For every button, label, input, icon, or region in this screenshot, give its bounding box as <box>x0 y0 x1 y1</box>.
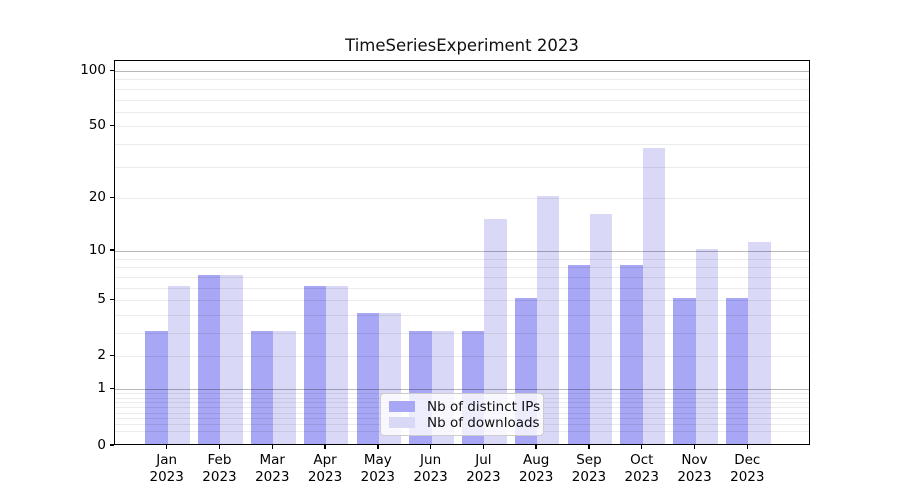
bar-downloads-jul <box>484 218 507 444</box>
x-tick-label-dec: Dec 2023 <box>730 452 765 485</box>
y-tick-mark <box>110 444 114 446</box>
gridline <box>115 99 809 101</box>
bar-distinct-ips-feb <box>198 274 221 444</box>
bar-distinct-ips-jan <box>145 331 168 444</box>
y-tick-label-50: 50 <box>88 117 106 134</box>
y-tick-mark <box>110 387 114 390</box>
y-tick-label-1: 1 <box>97 380 106 397</box>
y-tick-mark <box>110 354 114 357</box>
x-tick-label-apr: Apr 2023 <box>307 452 343 485</box>
y-tick-mark <box>110 69 114 72</box>
legend: Nb of distinct IPs Nb of downloads <box>380 392 544 436</box>
gridline <box>115 333 809 335</box>
gridline <box>115 356 809 358</box>
legend-label-downloads: Nb of downloads <box>427 414 540 431</box>
x-tick-mark <box>377 444 379 449</box>
x-tick-label-may: May 2023 <box>360 452 395 485</box>
x-tick-label-aug: Aug 2023 <box>518 452 554 485</box>
bar-downloads-nov <box>695 248 718 444</box>
x-tick-mark <box>271 444 273 449</box>
bar-distinct-ips-oct <box>620 265 643 444</box>
bar-distinct-ips-dec <box>726 298 749 444</box>
x-tick-mark <box>482 444 485 449</box>
gridline <box>115 144 809 146</box>
gridline <box>115 314 809 316</box>
gridline <box>115 111 809 113</box>
bar-distinct-ips-apr <box>303 285 327 444</box>
x-tick-mark <box>218 444 221 449</box>
gridline <box>115 276 809 278</box>
y-tick-mark <box>110 124 114 127</box>
legend-row-downloads: Nb of downloads <box>389 415 540 431</box>
x-tick-label-nov: Nov 2023 <box>677 452 712 485</box>
bar-distinct-ips-may <box>356 312 379 444</box>
legend-swatch-distinct-ips <box>389 401 415 412</box>
gridline <box>115 389 809 391</box>
y-tick-label-5: 5 <box>97 291 106 308</box>
bar-downloads-apr <box>326 285 349 444</box>
gridline <box>115 79 809 81</box>
x-tick-mark <box>693 444 696 449</box>
gridline <box>115 300 809 302</box>
x-tick-mark <box>535 444 537 449</box>
gridline <box>115 267 809 269</box>
gridline <box>115 250 809 252</box>
x-tick-mark <box>324 444 326 449</box>
bar-downloads-mar <box>273 331 296 444</box>
x-tick-mark <box>165 444 168 449</box>
y-tick-mark <box>110 298 114 301</box>
bar-distinct-ips-sep <box>567 265 590 444</box>
x-tick-mark <box>746 444 749 449</box>
gridline <box>115 71 809 73</box>
gridline <box>115 198 809 200</box>
y-tick-label-100: 100 <box>80 62 106 79</box>
gridlines-layer <box>115 61 809 444</box>
x-tick-mark <box>429 444 432 449</box>
y-tick-mark <box>110 196 114 199</box>
bar-downloads-aug <box>537 196 560 444</box>
y-tick-label-0: 0 <box>97 436 106 453</box>
x-tick-label-sep: Sep 2023 <box>571 452 607 485</box>
y-tick-label-10: 10 <box>88 241 106 258</box>
x-tick-mark <box>588 444 590 449</box>
x-tick-label-oct: Oct 2023 <box>624 452 659 485</box>
gridline <box>115 126 809 128</box>
gridline <box>115 88 809 90</box>
gridline <box>115 258 809 260</box>
x-tick-label-mar: Mar 2023 <box>255 452 290 485</box>
chart-title: TimeSeriesExperiment 2023 <box>345 36 579 55</box>
x-tick-label-feb: Feb 2023 <box>202 452 237 485</box>
bar-downloads-jan <box>167 285 190 444</box>
x-tick-label-jun: Jun 2023 <box>413 452 448 485</box>
x-tick-mark <box>640 444 643 449</box>
gridline <box>115 287 809 289</box>
bar-downloads-oct <box>642 148 666 444</box>
legend-label-distinct-ips: Nb of distinct IPs <box>427 398 541 415</box>
legend-swatch-downloads <box>389 417 415 428</box>
bar-downloads-sep <box>589 213 613 444</box>
bar-downloads-dec <box>748 241 771 444</box>
x-tick-label-jul: Jul 2023 <box>466 452 501 485</box>
y-tick-label-20: 20 <box>88 189 106 206</box>
bar-downloads-feb <box>220 274 243 444</box>
bar-distinct-ips-mar <box>250 331 274 444</box>
gridline <box>115 166 809 168</box>
plot-area: Nb of distinct IPs Nb of downloads <box>114 59 810 445</box>
legend-row-distinct-ips: Nb of distinct IPs <box>389 399 540 415</box>
x-tick-label-jan: Jan 2023 <box>149 452 184 485</box>
bar-distinct-ips-nov <box>673 298 696 444</box>
y-tick-label-2: 2 <box>97 347 106 364</box>
y-tick-mark <box>110 249 114 251</box>
